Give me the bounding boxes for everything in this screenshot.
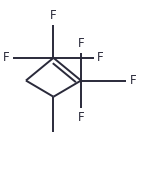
Text: F: F <box>78 111 84 124</box>
Text: F: F <box>130 74 136 87</box>
Text: F: F <box>97 51 104 64</box>
Text: F: F <box>78 37 84 50</box>
Text: F: F <box>50 9 57 22</box>
Text: F: F <box>3 51 10 64</box>
